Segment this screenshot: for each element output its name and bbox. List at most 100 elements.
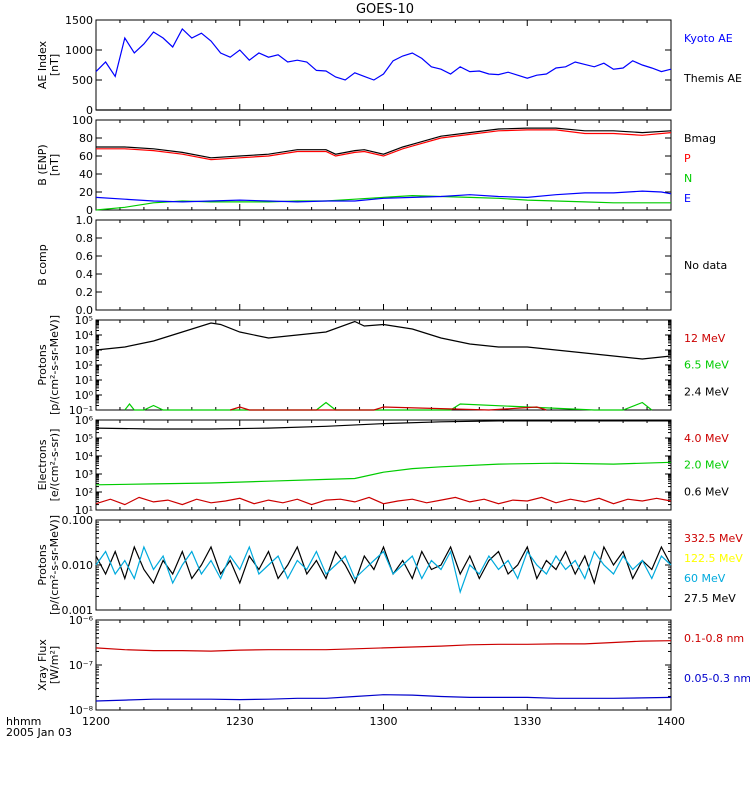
y-tick-label: 100 [72, 114, 93, 127]
y-tick-label: 10⁶ [75, 414, 94, 427]
series-line-0 [95, 420, 671, 430]
y-tick-label: 0.8 [76, 232, 94, 245]
y-tick-label: 10⁰ [75, 389, 94, 402]
y-axis-label: Electrons [36, 439, 49, 490]
chart-title: GOES-10 [356, 2, 414, 17]
x-tick-label: 1400 [657, 715, 685, 728]
y-tick-label: 500 [72, 74, 93, 87]
y-axis-units: [nT] [48, 154, 61, 176]
date-label: 2005 Jan 03 [6, 726, 72, 739]
x-tick-label: 1330 [513, 715, 541, 728]
series-line-1 [96, 129, 672, 161]
series-line-0 [95, 640, 672, 652]
legend-entry: Bmag [684, 132, 716, 145]
y-axis-units: [e/(cm²-s-sr)] [48, 429, 61, 502]
legend-entry: 332.5 MeV [684, 532, 743, 545]
y-tick-label: 0.0 [76, 304, 94, 317]
panel-bfield: 0 20 40 60 80 100 B (ENP) [nT] Bmag PNE [36, 114, 716, 217]
panel-ae: 0 500 1000 1500 AE Index [nT] Kyoto AE Themis A… [36, 14, 742, 117]
y-tick-label: 40 [79, 168, 93, 181]
y-tick-label: 10⁻¹ [69, 404, 93, 417]
y-tick-label: 20 [79, 186, 93, 199]
y-axis-label: AE Index [36, 40, 49, 89]
x-tick-label: 1200 [82, 715, 110, 728]
legend-entry: 60 MeV [684, 572, 726, 585]
y-tick-label: 10⁴ [75, 329, 94, 342]
y-tick-label: 10⁵ [75, 314, 93, 327]
legend-entry: 122.5 MeV [684, 552, 743, 565]
y-axis-label: Protons [36, 544, 49, 585]
y-axis-units: [p/(cm²-s-sr-MeV)] [48, 515, 61, 615]
series-line-1 [95, 461, 672, 486]
legend-entry: 2.0 MeV [684, 459, 729, 472]
y-tick-label: 0.4 [76, 268, 94, 281]
y-tick-label: 10³ [75, 344, 93, 357]
series-line-0 [95, 545, 672, 586]
legend-entry: P [684, 152, 691, 165]
y-tick-label: 80 [79, 132, 93, 145]
legend-entry: 0.6 MeV [684, 485, 729, 498]
y-tick-label: 10² [75, 486, 93, 499]
y-tick-label: 1.0 [76, 214, 94, 227]
y-tick-label: 10⁵ [75, 432, 93, 445]
series-line-2 [230, 406, 547, 411]
x-tick-label: 1230 [226, 715, 254, 728]
legend-entry: 4.0 MeV [684, 432, 729, 445]
y-axis-units: [nT] [48, 54, 61, 76]
y-axis-units: [W/m²] [48, 646, 61, 684]
series-line-2 [95, 496, 672, 506]
y-tick-label: 0.6 [76, 250, 94, 263]
legend-entry: 12 MeV [684, 332, 726, 345]
series-line-0 [95, 28, 672, 81]
y-tick-label: 10¹ [75, 504, 93, 517]
panel-frame [95, 319, 672, 411]
y-tick-label: 0.001 [62, 604, 94, 617]
y-tick-label: 10⁻⁶ [69, 614, 94, 627]
y-tick-label: 10⁻⁸ [69, 704, 94, 717]
y-tick-label: 60 [79, 150, 93, 163]
y-tick-label: 0 [86, 204, 93, 217]
panel-frame [95, 219, 672, 311]
legend-entry: N [684, 172, 692, 185]
panel-protons_low: 10⁻¹ 10⁰ 10¹ 10² 10³ 10⁴ 10⁵ Protons [p/(cm²-s-s… [36, 314, 729, 417]
y-axis-label: B (ENP) [36, 144, 49, 185]
panel-frame [95, 419, 672, 511]
panel-frame [95, 619, 672, 711]
panel-bcomp: 0.0 0.2 0.4 0.6 0.8 1.0 B comp No data [36, 214, 727, 317]
panel-xray: 10⁻⁸ 10⁻⁷ 10⁻⁶ Xray Flux [W/m²] 0.1-0.8 nm 0.0… [36, 614, 750, 717]
panel-electrons: 10¹ 10² 10³ 10⁴ 10⁵ 10⁶ Electrons [e/(cm²-s-sr)… [36, 414, 729, 517]
legend-entry: Kyoto AE [684, 32, 733, 45]
y-axis-label: Xray Flux [36, 639, 49, 691]
y-axis-units: [p/(cm²-s-sr-MeV)] [48, 315, 61, 415]
series-line-1 [124, 401, 653, 411]
y-tick-label: 1000 [65, 44, 93, 57]
y-axis-label: Protons [36, 344, 49, 385]
y-tick-label: 0.010 [62, 559, 94, 572]
series-line-0 [96, 127, 672, 159]
series-line-3 [95, 190, 672, 203]
y-tick-label: 10¹ [75, 374, 93, 387]
legend-entry: 27.5 MeV [684, 592, 736, 605]
legend-entry: Themis AE [683, 72, 742, 85]
legend-entry: 0.1-0.8 nm [684, 632, 744, 645]
y-tick-label: 10³ [75, 468, 93, 481]
y-tick-label: 1500 [65, 14, 93, 27]
y-tick-label: 10⁻⁷ [69, 659, 93, 672]
legend-entry: No data [684, 259, 727, 272]
y-tick-label: 10⁴ [75, 450, 94, 463]
panel-protons_high: 0.001 0.010 0.100 Protons [p/(cm²-s-sr-MeV)]… [36, 514, 743, 617]
series-line-0 [95, 320, 672, 360]
y-tick-label: 0.2 [76, 286, 94, 299]
series-line-1 [95, 694, 672, 702]
legend-entry: E [684, 192, 691, 205]
y-tick-label: 0 [86, 104, 93, 117]
y-axis-label: B comp [36, 244, 49, 286]
time-label: hhmm [6, 715, 41, 728]
legend-entry: 2.4 MeV [684, 385, 729, 398]
legend-entry: 0.05-0.3 nm [684, 672, 750, 685]
series-line-1 [95, 545, 672, 595]
x-tick-label: 1300 [370, 715, 398, 728]
y-tick-label: 0.100 [62, 514, 94, 527]
y-tick-label: 10² [75, 359, 93, 372]
